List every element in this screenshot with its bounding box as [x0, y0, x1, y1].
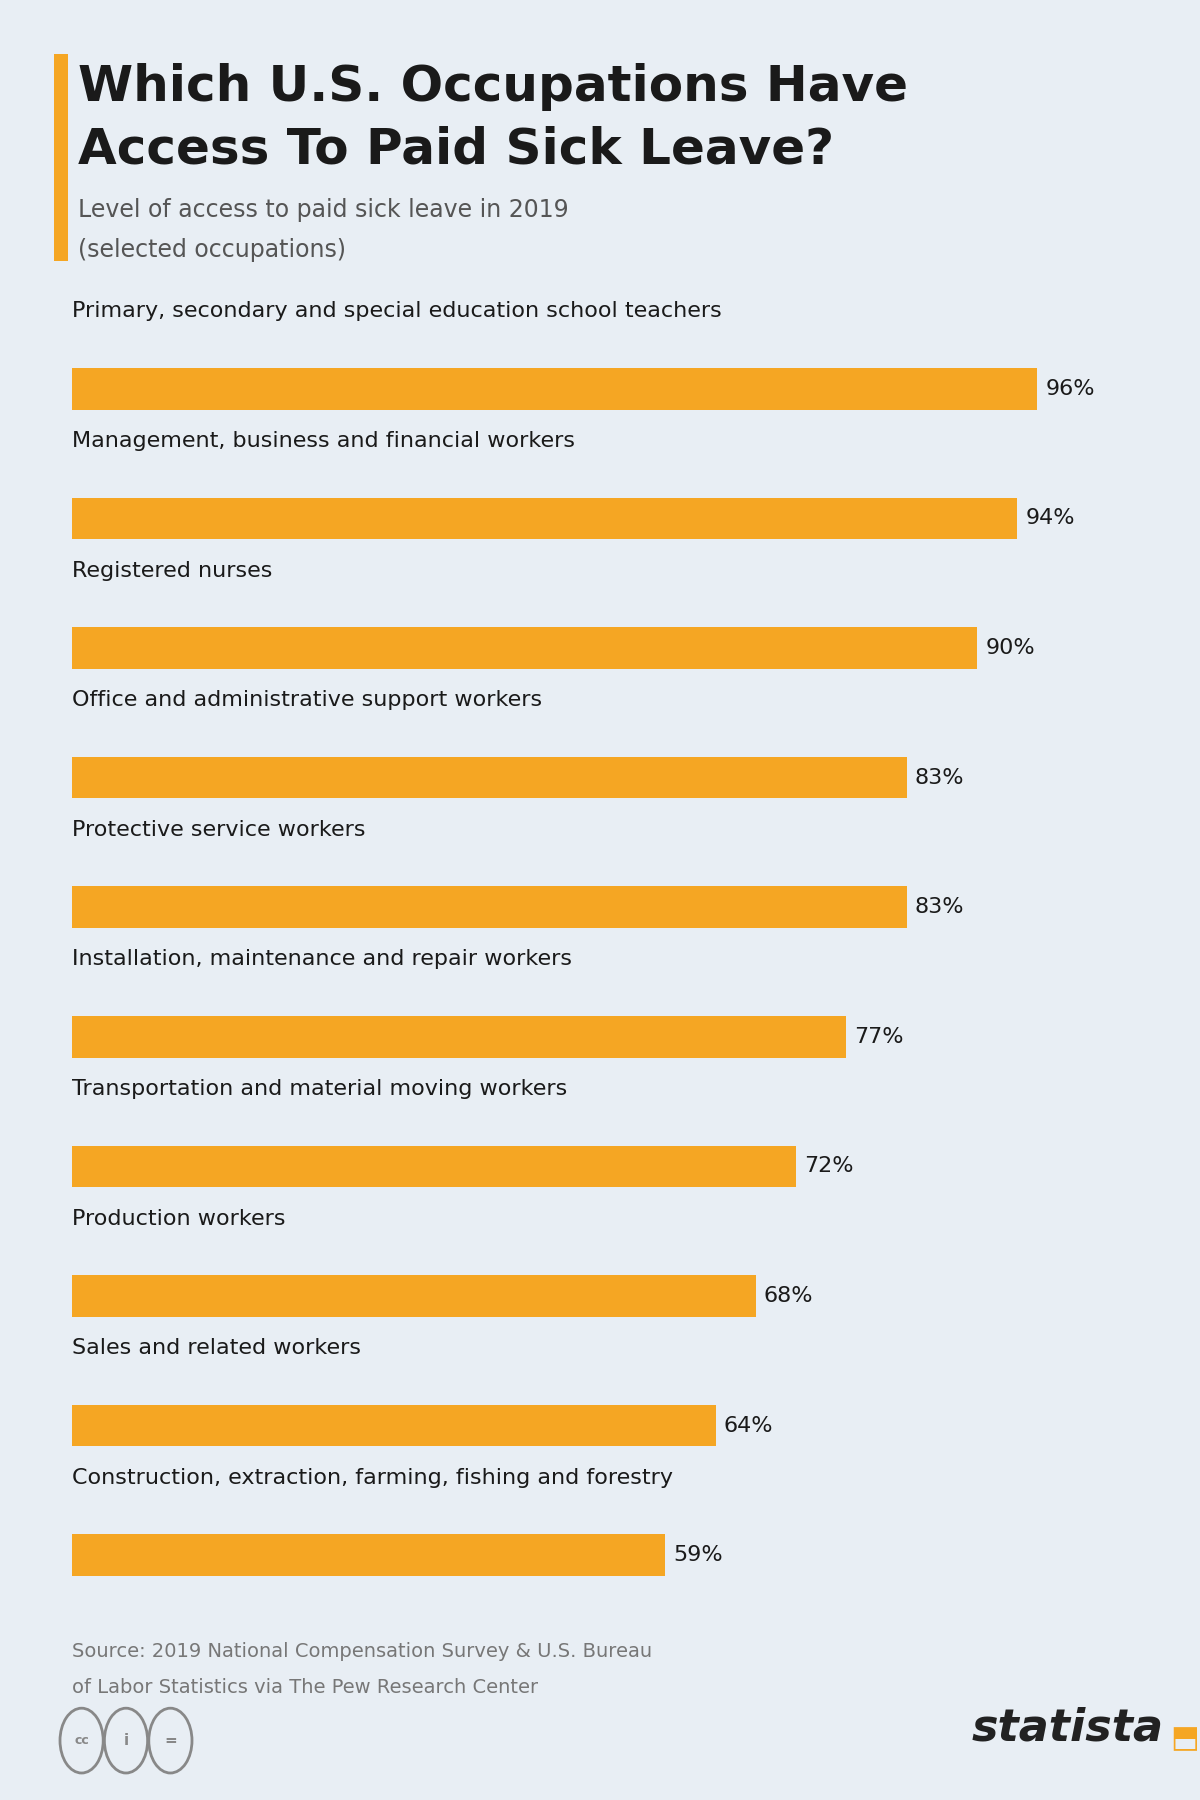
Text: Construction, extraction, farming, fishing and forestry: Construction, extraction, farming, fishi…: [72, 1467, 673, 1489]
Text: statista: statista: [972, 1706, 1164, 1750]
Text: 83%: 83%: [914, 767, 965, 788]
Text: Production workers: Production workers: [72, 1208, 286, 1229]
Text: (selected occupations): (selected occupations): [78, 238, 346, 261]
Text: 94%: 94%: [1026, 508, 1075, 529]
Text: 64%: 64%: [724, 1415, 773, 1436]
Text: Transportation and material moving workers: Transportation and material moving worke…: [72, 1078, 568, 1100]
Text: 96%: 96%: [1045, 378, 1096, 400]
Text: Access To Paid Sick Leave?: Access To Paid Sick Leave?: [78, 126, 834, 175]
Bar: [72, 626, 977, 670]
Text: 72%: 72%: [804, 1156, 853, 1177]
Text: Management, business and financial workers: Management, business and financial worke…: [72, 430, 575, 452]
Bar: [72, 1404, 715, 1447]
Text: Installation, maintenance and repair workers: Installation, maintenance and repair wor…: [72, 949, 572, 970]
Bar: [72, 756, 907, 799]
Text: Source: 2019 National Compensation Survey & U.S. Bureau: Source: 2019 National Compensation Surve…: [72, 1642, 652, 1661]
Bar: [72, 1145, 796, 1188]
Text: Office and administrative support workers: Office and administrative support worker…: [72, 689, 542, 711]
Bar: [72, 1534, 665, 1577]
Text: 90%: 90%: [985, 637, 1034, 659]
Text: 68%: 68%: [764, 1285, 814, 1307]
Text: Which U.S. Occupations Have: Which U.S. Occupations Have: [78, 63, 908, 112]
Text: i: i: [124, 1733, 128, 1748]
Bar: [72, 497, 1018, 540]
Text: =: =: [164, 1733, 176, 1748]
Text: cc: cc: [74, 1733, 89, 1748]
Text: 83%: 83%: [914, 896, 965, 918]
Text: Registered nurses: Registered nurses: [72, 560, 272, 581]
Text: Primary, secondary and special education school teachers: Primary, secondary and special education…: [72, 301, 721, 322]
Bar: [72, 886, 907, 929]
Text: Protective service workers: Protective service workers: [72, 819, 366, 841]
Bar: [72, 1274, 756, 1318]
Text: 59%: 59%: [673, 1544, 724, 1566]
Text: of Labor Statistics via The Pew Research Center: of Labor Statistics via The Pew Research…: [72, 1678, 538, 1697]
Text: Level of access to paid sick leave in 2019: Level of access to paid sick leave in 20…: [78, 198, 569, 221]
Text: Sales and related workers: Sales and related workers: [72, 1337, 361, 1359]
Text: 77%: 77%: [854, 1026, 904, 1048]
Text: ⬒: ⬒: [1170, 1724, 1199, 1753]
Bar: [72, 367, 1038, 410]
Bar: [72, 1015, 846, 1058]
